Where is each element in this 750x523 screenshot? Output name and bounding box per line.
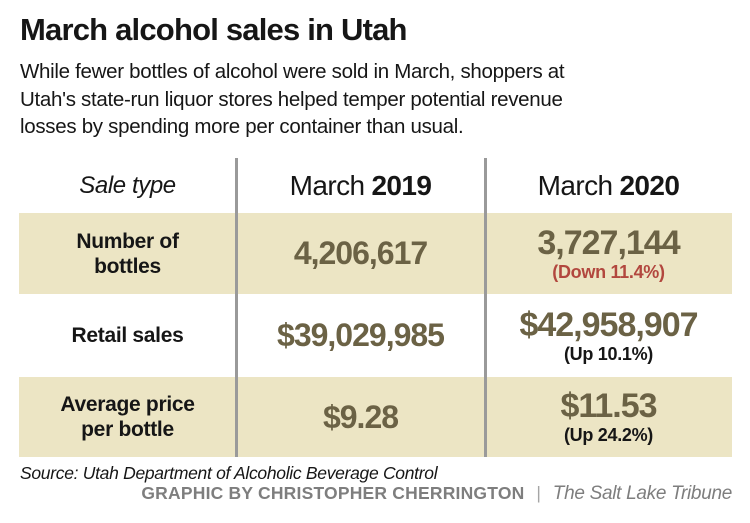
value-2020-cell: $42,958,907 (Up 10.1%) xyxy=(485,294,732,377)
value-2019-cell: $39,029,985 xyxy=(236,294,485,377)
page-title: March alcohol sales in Utah xyxy=(20,12,407,47)
value-2019: 4,206,617 xyxy=(293,235,428,271)
change-note: (Down 11.4%) xyxy=(552,261,665,282)
credit-publication: The Salt Lake Tribune xyxy=(552,483,733,504)
table-row-retail-sales: Retail sales $39,029,985 $42,958,907 (Up… xyxy=(19,294,732,377)
header-month-2020: March xyxy=(537,169,613,201)
credit-separator: | xyxy=(536,483,541,503)
value-2020: $42,958,907 xyxy=(519,305,698,344)
row-label: Average price per bottle xyxy=(60,393,195,441)
value-2020-cell: $11.53 (Up 24.2%) xyxy=(485,377,732,457)
header-year-2020: 2020 xyxy=(619,169,680,201)
value-2019: $39,029,985 xyxy=(277,317,445,353)
column-header-march-2020: March 2020 xyxy=(485,158,732,213)
column-header-sale-type: Sale type xyxy=(79,171,176,199)
source-line: Source: Utah Department of Alcoholic Bev… xyxy=(20,463,438,483)
subtitle-line-2: Utah's state-run liquor stores helped te… xyxy=(20,87,563,111)
value-2020: $11.53 xyxy=(560,387,657,425)
column-divider-2 xyxy=(484,158,487,457)
header-month-2019: March xyxy=(289,169,365,201)
value-2019-cell: $9.28 xyxy=(236,377,485,457)
row-label-cell: Retail sales xyxy=(19,294,236,377)
change-note: (Up 24.2%) xyxy=(563,425,654,445)
column-divider-1 xyxy=(235,158,238,457)
value-2020: 3,727,144 xyxy=(537,223,680,262)
credit-author: GRAPHIC BY CHRISTOPHER CHERRINGTON xyxy=(141,483,525,503)
row-label: Number of bottles xyxy=(76,229,179,278)
subtitle-line-3: losses by spending more per container th… xyxy=(20,115,464,138)
row-label: Retail sales xyxy=(71,324,184,347)
value-2019: $9.28 xyxy=(322,398,399,435)
credit-line: GRAPHIC BY CHRISTOPHER CHERRINGTON | The… xyxy=(141,483,732,505)
row-label-cell: Number of bottles xyxy=(19,213,236,294)
table-row-number-of-bottles: Number of bottles 4,206,617 3,727,144 (D… xyxy=(19,213,732,294)
change-note: (Up 10.1%) xyxy=(563,343,654,364)
column-header-march-2019: March 2019 xyxy=(236,158,485,213)
value-2019-cell: 4,206,617 xyxy=(236,213,485,294)
row-label-cell: Average price per bottle xyxy=(19,377,236,457)
table-header-row: Sale type March 2019 March 2020 xyxy=(19,158,732,213)
subtitle: While fewer bottles of alcohol were sold… xyxy=(20,58,565,141)
header-year-2019: 2019 xyxy=(371,169,432,201)
subtitle-line-1: While fewer bottles of alcohol were sold… xyxy=(20,60,565,83)
sales-table: Sale type March 2019 March 2020 Number o… xyxy=(19,158,732,457)
table-row-average-price: Average price per bottle $9.28 $11.53 (U… xyxy=(19,377,732,457)
value-2020-cell: 3,727,144 (Down 11.4%) xyxy=(485,213,732,294)
